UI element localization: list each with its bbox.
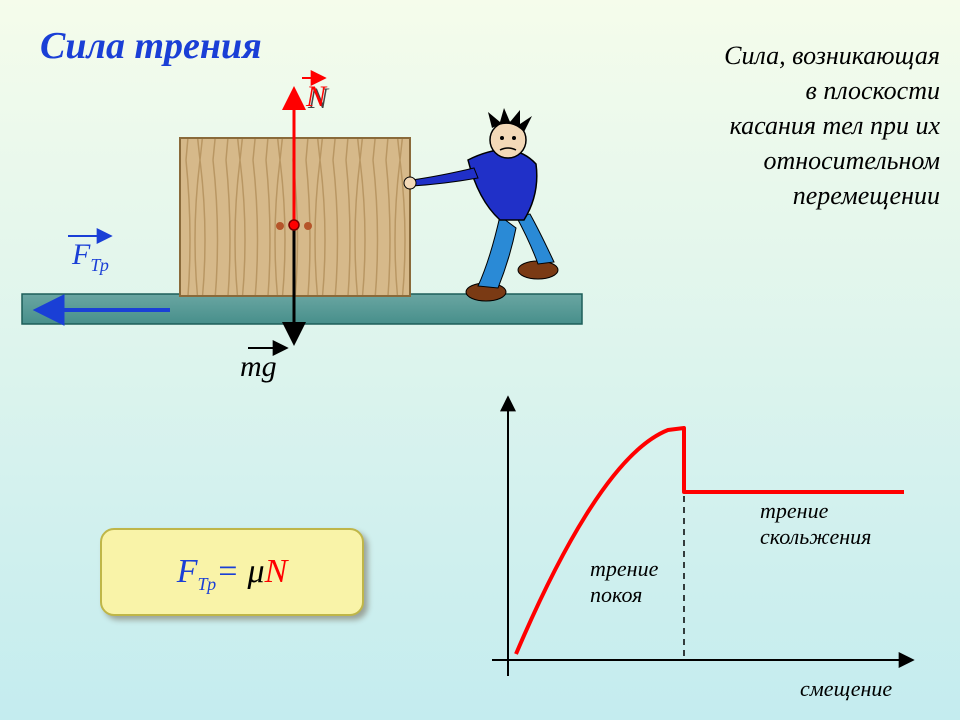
formula-box: FТр= μN (100, 528, 364, 616)
chart-x-label: смещение (800, 676, 892, 702)
label-static-friction: трениепокоя (590, 556, 658, 608)
label-mg: mg (240, 350, 277, 384)
person (404, 108, 558, 301)
formula: FТр= μN (177, 553, 288, 591)
label-N: N (306, 80, 326, 114)
label-Ftr: FТр (72, 238, 109, 276)
label-sliding-friction: трениескольжения (760, 498, 871, 550)
